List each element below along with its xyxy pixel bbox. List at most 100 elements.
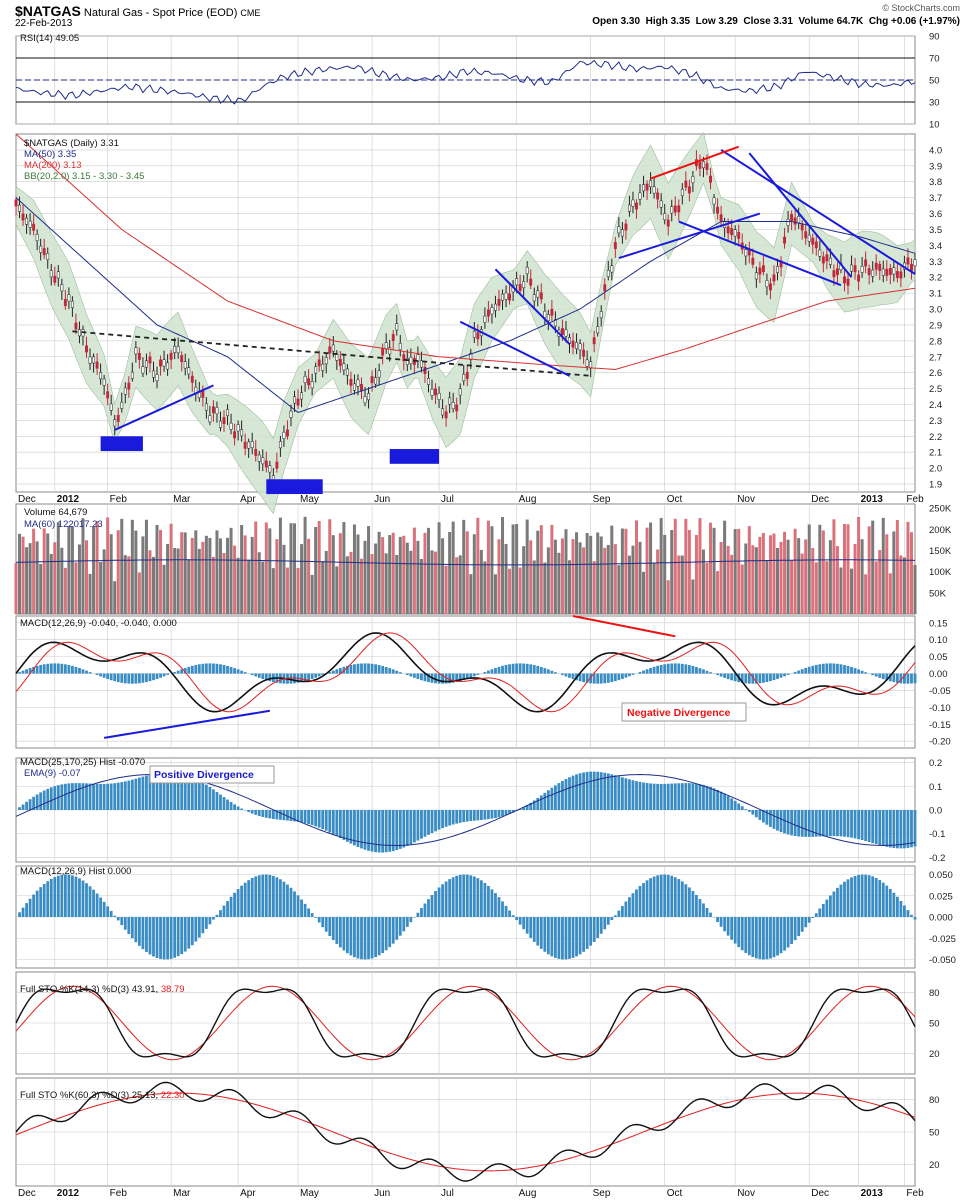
y-tick-label: 250K [929,504,952,515]
macd2-hist-bar [638,781,642,810]
macd-hist3-bar [222,905,226,917]
macd2-hist-bar [867,810,871,843]
macd-hist-bar [554,672,557,674]
volume-bar [208,537,212,614]
macd2-hist-bar [166,771,169,810]
price-candle [211,406,215,414]
macd-hist3-bar [652,876,656,917]
macd-hist3-bar [405,917,409,927]
volume-bar [300,544,304,614]
macd2-hist-bar [430,810,434,834]
x-tick-label: Dec [811,1188,829,1199]
bollinger-bands [15,132,916,515]
macd-hist-bar [109,673,113,681]
price-candle [620,229,624,237]
volume-bar [543,562,547,614]
macd-hist-bar [444,673,448,684]
macd-hist-bar [680,663,684,674]
macd-hist-bar [910,673,913,684]
macd2-hist-bar [176,772,180,810]
macd-hist3-bar [501,901,504,917]
x-tick-label: Oct [667,1188,683,1199]
neckline [72,330,591,377]
macd2-hist-bar [416,810,420,841]
macd2-hist-bar [670,783,674,810]
macd2-hist-bar [716,789,719,810]
price-candle [183,361,187,369]
volume-bar [532,560,536,614]
volume-bar [321,561,325,614]
macd2-hist-bar [60,784,64,810]
price-candle [769,283,772,291]
macd2-hist-bar [712,788,716,810]
rsi-line [15,59,916,105]
volume-bar [909,532,913,614]
axis-labels: 10 30 50 70 90 1.9 2.0 2.1 2.2 2.3 2.4 2.5 2.6 2.7 2.8… [18,32,956,1200]
macd-hist3-bar [441,884,444,917]
price-candle [275,461,279,469]
instrument-name: Natural Gas - Spot Price (EOD) [83,7,238,19]
macd-hist3-bar [60,874,64,917]
macd-hist3-bar [631,893,635,917]
volume-bar [151,556,155,614]
price-candle [409,357,413,364]
volume-bar [187,559,191,614]
macd-hist-bar [765,673,769,683]
price-candle [25,217,29,225]
macd2-hist-bar [807,810,811,837]
x-tick-label: 2012 [57,494,80,505]
volume-bar [116,530,120,614]
macd-hist-bar [56,663,60,674]
volume-bar [842,523,846,614]
price-candle [314,366,318,374]
macd-hist-bar [839,664,843,674]
macd-hist-bar [448,673,452,684]
volume-bar [233,545,237,614]
macd-hist3-bar [317,917,321,923]
price-candle [264,460,268,468]
volume-bar [247,559,251,614]
macd-hist-bar [874,673,878,677]
macd-hist3-bar [476,878,480,917]
macd2-hist-bar [275,810,279,820]
macd2-hist-bar [730,798,734,810]
price-candle [310,381,314,389]
volume-bar [42,528,46,614]
volume-bar [525,519,529,614]
macd2-hist-bar [388,810,392,852]
macd-hist3-bar [592,917,596,942]
volume-bar [818,524,822,614]
macd-hist-bar [335,669,339,674]
y-tick-label: 20 [929,1049,940,1060]
x-tick-label: Feb [110,1188,128,1199]
macd-hist3-bar [910,914,913,917]
macd2-hist-bar [197,780,201,810]
y-tick-label: 100K [929,567,952,578]
macd-hist-bar [620,673,624,679]
macd-hist3-bar [776,917,779,956]
price-candle [857,274,861,282]
macd-hist-bar [458,673,462,682]
macd-hist-bar [603,673,607,684]
macd-hist-bar [846,665,850,674]
macd-hist3-bar [81,880,85,917]
macd-hist-bar [744,673,748,684]
macd-hist3-bar [550,917,554,957]
macd-hist-bar [906,673,910,684]
macd2-hist-bar [874,810,878,845]
panel-frame-price [15,133,916,493]
macd2-hist-bar [913,810,917,847]
macd-hist3-bar [416,912,420,917]
macd-hist-bar [663,664,667,674]
macd-hist-bar [53,663,57,674]
price-candle [95,361,99,369]
y-tick-label: 3.4 [929,241,942,252]
macd-hist3-bar [145,917,148,953]
volume-bar [99,561,103,614]
volume-bar [303,516,307,614]
macd-hist3-bar [176,917,180,957]
macd-hist-bar [204,663,208,674]
macd2-hist-bar [892,810,896,848]
macd-hist3-bar [49,878,53,917]
volume-bar [902,557,906,614]
